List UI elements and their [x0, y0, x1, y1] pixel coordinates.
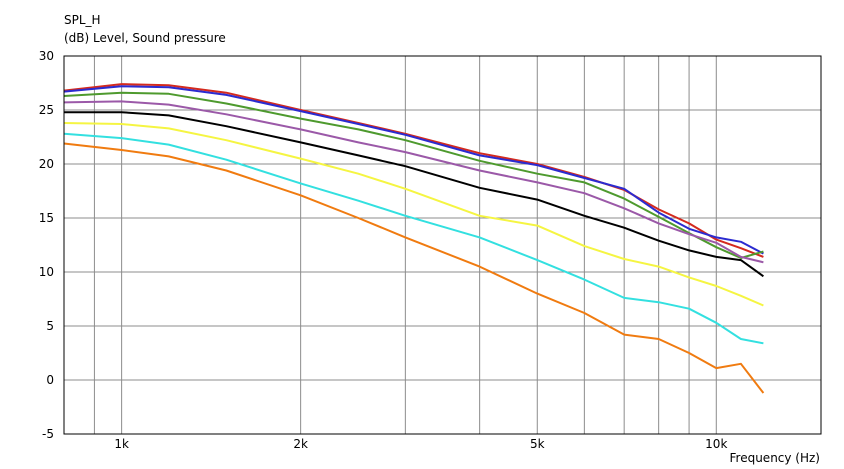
y-tick-label: 20: [39, 157, 54, 171]
series-line: [63, 100, 764, 264]
series-line: [63, 142, 765, 394]
y-tick-label: 25: [39, 103, 54, 117]
y-tick-label: 10: [39, 265, 54, 279]
x-tick-label: 10k: [705, 437, 727, 451]
x-axis-label: Frequency (Hz): [730, 451, 821, 465]
y-tick-label: 5: [46, 319, 54, 333]
series-line: [63, 85, 764, 255]
x-tick-labels: 1k 2k 5k 10k: [114, 437, 727, 451]
y-tick-label: -5: [42, 427, 54, 441]
series-line: [63, 132, 764, 345]
plot-frame: [63, 55, 822, 435]
y-tick-labels: 30 25 20 15 10 5 0 -5: [39, 49, 54, 441]
series-line: [63, 91, 764, 259]
series-line: [63, 83, 764, 258]
y-tick-label: 0: [46, 373, 54, 387]
x-tick-label: 5k: [530, 437, 545, 451]
chart-title: SPL_H: [64, 13, 101, 27]
y-tick-label: 15: [39, 211, 54, 225]
chart-subtitle: (dB) Level, Sound pressure: [64, 31, 226, 45]
y-tick-label: 30: [39, 49, 54, 63]
series-line: [63, 122, 764, 307]
series-line: [64, 111, 764, 278]
x-tick-label: 1k: [114, 437, 129, 451]
series-lines: [63, 83, 765, 394]
x-tick-label: 2k: [293, 437, 308, 451]
grid: [64, 55, 821, 435]
